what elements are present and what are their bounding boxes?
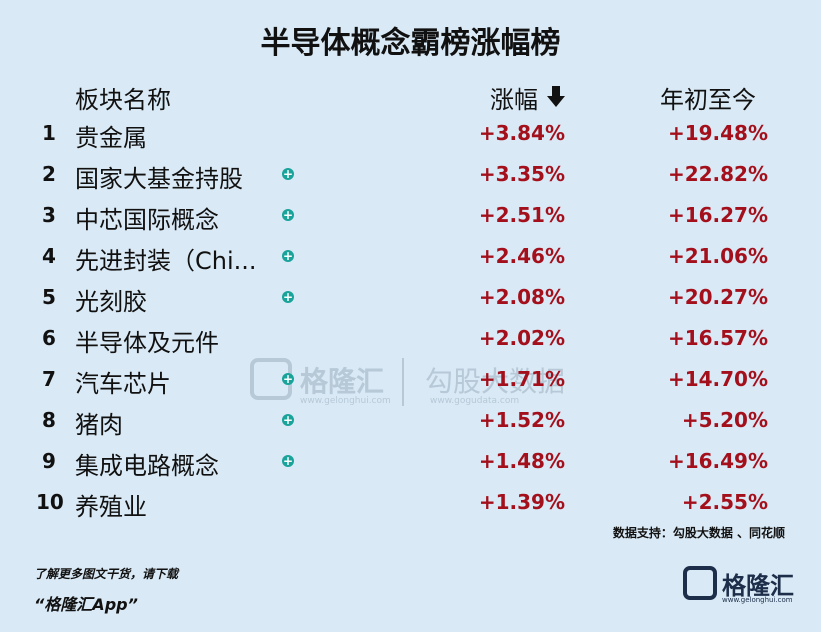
ytd-change: +14.70% bbox=[667, 367, 768, 391]
rank: 4 bbox=[42, 244, 56, 268]
rank: 3 bbox=[42, 203, 56, 227]
sector-name: 半导体及元件 bbox=[75, 329, 219, 357]
ytd-change: +16.57% bbox=[667, 326, 768, 350]
rank: 7 bbox=[42, 367, 56, 391]
sector-name: 汽车芯片 bbox=[75, 370, 171, 398]
ytd-change: +21.06% bbox=[667, 244, 768, 268]
logo: 格隆汇 bbox=[722, 572, 794, 600]
watermark-partner: 勾股大数据 bbox=[425, 365, 566, 398]
rank: 10 bbox=[36, 490, 64, 514]
promo: 了解更多图文干货，请下载 bbox=[34, 567, 179, 581]
logo-url: www.gelonghui.com bbox=[722, 596, 793, 604]
add-button[interactable]: + bbox=[282, 249, 294, 263]
logo-icon bbox=[683, 566, 717, 600]
sector-name: 国家大基金持股 bbox=[75, 165, 243, 193]
column-header[interactable]: 涨幅 bbox=[490, 86, 538, 114]
change: +1.39% bbox=[478, 490, 565, 514]
title: 半导体概念霸榜涨幅榜 bbox=[260, 26, 561, 61]
ytd-change: +5.20% bbox=[681, 408, 768, 432]
watermark-brand: 格隆汇 bbox=[300, 365, 385, 398]
rank: 5 bbox=[42, 285, 56, 309]
app-name: “格隆汇App” bbox=[34, 595, 138, 614]
add-button[interactable]: + bbox=[282, 208, 294, 222]
ytd-change: +22.82% bbox=[667, 162, 768, 186]
watermark-divider bbox=[402, 358, 404, 406]
add-button[interactable]: + bbox=[282, 167, 294, 181]
column-header: 板块名称 bbox=[75, 86, 171, 114]
sector-name: 养殖业 bbox=[75, 493, 147, 521]
rank: 8 bbox=[42, 408, 56, 432]
change: +1.71% bbox=[478, 367, 565, 391]
rank: 2 bbox=[42, 162, 56, 186]
sort-arrow bbox=[547, 86, 565, 107]
ytd-change: +20.27% bbox=[667, 285, 768, 309]
sector-name: 集成电路概念 bbox=[75, 452, 219, 480]
change: +3.84% bbox=[478, 121, 565, 145]
sector-name: 先进封装（Chi... bbox=[75, 247, 257, 275]
ytd-change: +16.49% bbox=[667, 449, 768, 473]
sector-name: 光刻胶 bbox=[75, 288, 147, 316]
sector-name: 中芯国际概念 bbox=[75, 206, 219, 234]
change: +2.51% bbox=[478, 203, 565, 227]
source: 数据支持：勾股大数据 、同花顺 bbox=[612, 526, 785, 540]
change: +1.48% bbox=[478, 449, 565, 473]
column-header: 年初至今 bbox=[660, 86, 756, 114]
rank: 1 bbox=[42, 121, 56, 145]
change: +2.02% bbox=[478, 326, 565, 350]
add-button[interactable]: + bbox=[282, 454, 294, 468]
rank: 6 bbox=[42, 326, 56, 350]
ytd-change: +19.48% bbox=[667, 121, 768, 145]
change: +2.46% bbox=[478, 244, 565, 268]
sector-name: 贵金属 bbox=[75, 124, 147, 152]
change: +2.08% bbox=[478, 285, 565, 309]
ytd-change: +16.27% bbox=[667, 203, 768, 227]
watermark-url: www.gogudata.com bbox=[430, 396, 520, 406]
sector-name: 猪肉 bbox=[75, 411, 123, 439]
rank: 9 bbox=[42, 449, 56, 473]
watermark-url: www.gelonghui.com bbox=[300, 396, 391, 406]
change: +3.35% bbox=[478, 162, 565, 186]
add-button[interactable]: + bbox=[282, 372, 294, 386]
ytd-change: +2.55% bbox=[681, 490, 768, 514]
add-button[interactable]: + bbox=[282, 413, 294, 427]
change: +1.52% bbox=[478, 408, 565, 432]
add-button[interactable]: + bbox=[282, 290, 294, 304]
